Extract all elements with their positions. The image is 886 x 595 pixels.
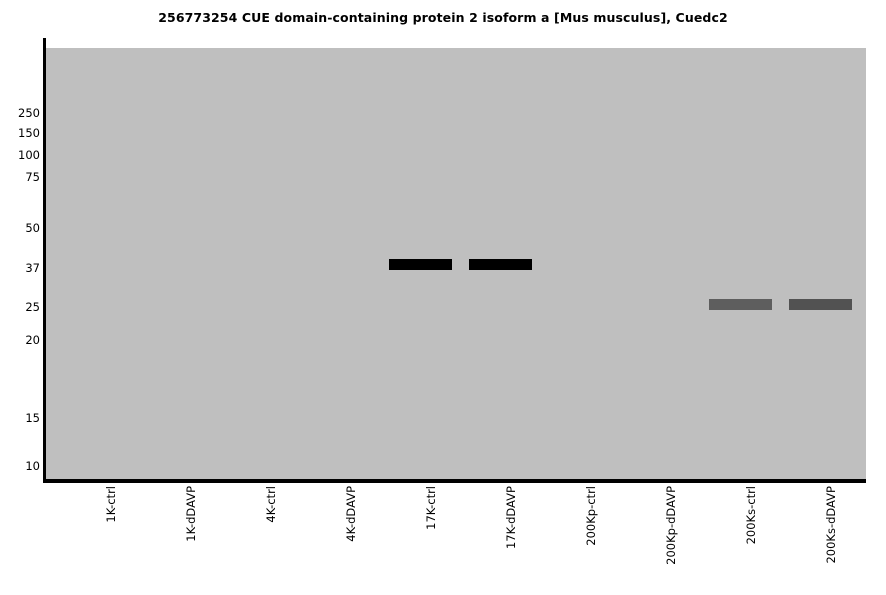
- y-tick-label: 20: [25, 333, 40, 347]
- y-axis-tick-labels: 250 150 100 75 50 37 25 20 15 10: [0, 0, 40, 595]
- blot-band: [468, 258, 532, 270]
- x-axis-line: [43, 479, 866, 483]
- y-tick-label: 250: [18, 106, 40, 120]
- y-axis-line: [43, 38, 46, 483]
- blot-band: [708, 298, 772, 310]
- blot-band: [388, 258, 452, 270]
- y-tick-label: 150: [18, 126, 40, 140]
- x-tick-label: 17K-ctrl: [424, 486, 438, 530]
- blot-band: [788, 298, 852, 310]
- plot-area: [46, 48, 866, 479]
- x-tick-label: 200Ks-dDAVP: [824, 486, 838, 564]
- x-tick-label: 200Kp-dDAVP: [664, 486, 678, 565]
- y-tick-label: 100: [18, 148, 40, 162]
- x-tick-label: 200Kp-ctrl: [584, 486, 598, 546]
- x-tick-label: 17K-dDAVP: [504, 486, 518, 550]
- y-tick-label: 10: [25, 459, 40, 473]
- y-tick-label: 75: [25, 170, 40, 184]
- y-tick-label: 15: [25, 411, 40, 425]
- x-tick-label: 200Ks-ctrl: [744, 486, 758, 545]
- y-tick-label: 37: [25, 261, 40, 275]
- x-tick-label: 1K-dDAVP: [184, 486, 198, 542]
- x-tick-label: 4K-ctrl: [264, 486, 278, 523]
- x-tick-label: 4K-dDAVP: [344, 486, 358, 542]
- x-tick-label: 1K-ctrl: [104, 486, 118, 523]
- page-title: 256773254 CUE domain-containing protein …: [158, 10, 728, 25]
- y-tick-label: 25: [25, 300, 40, 314]
- y-tick-label: 50: [25, 221, 40, 235]
